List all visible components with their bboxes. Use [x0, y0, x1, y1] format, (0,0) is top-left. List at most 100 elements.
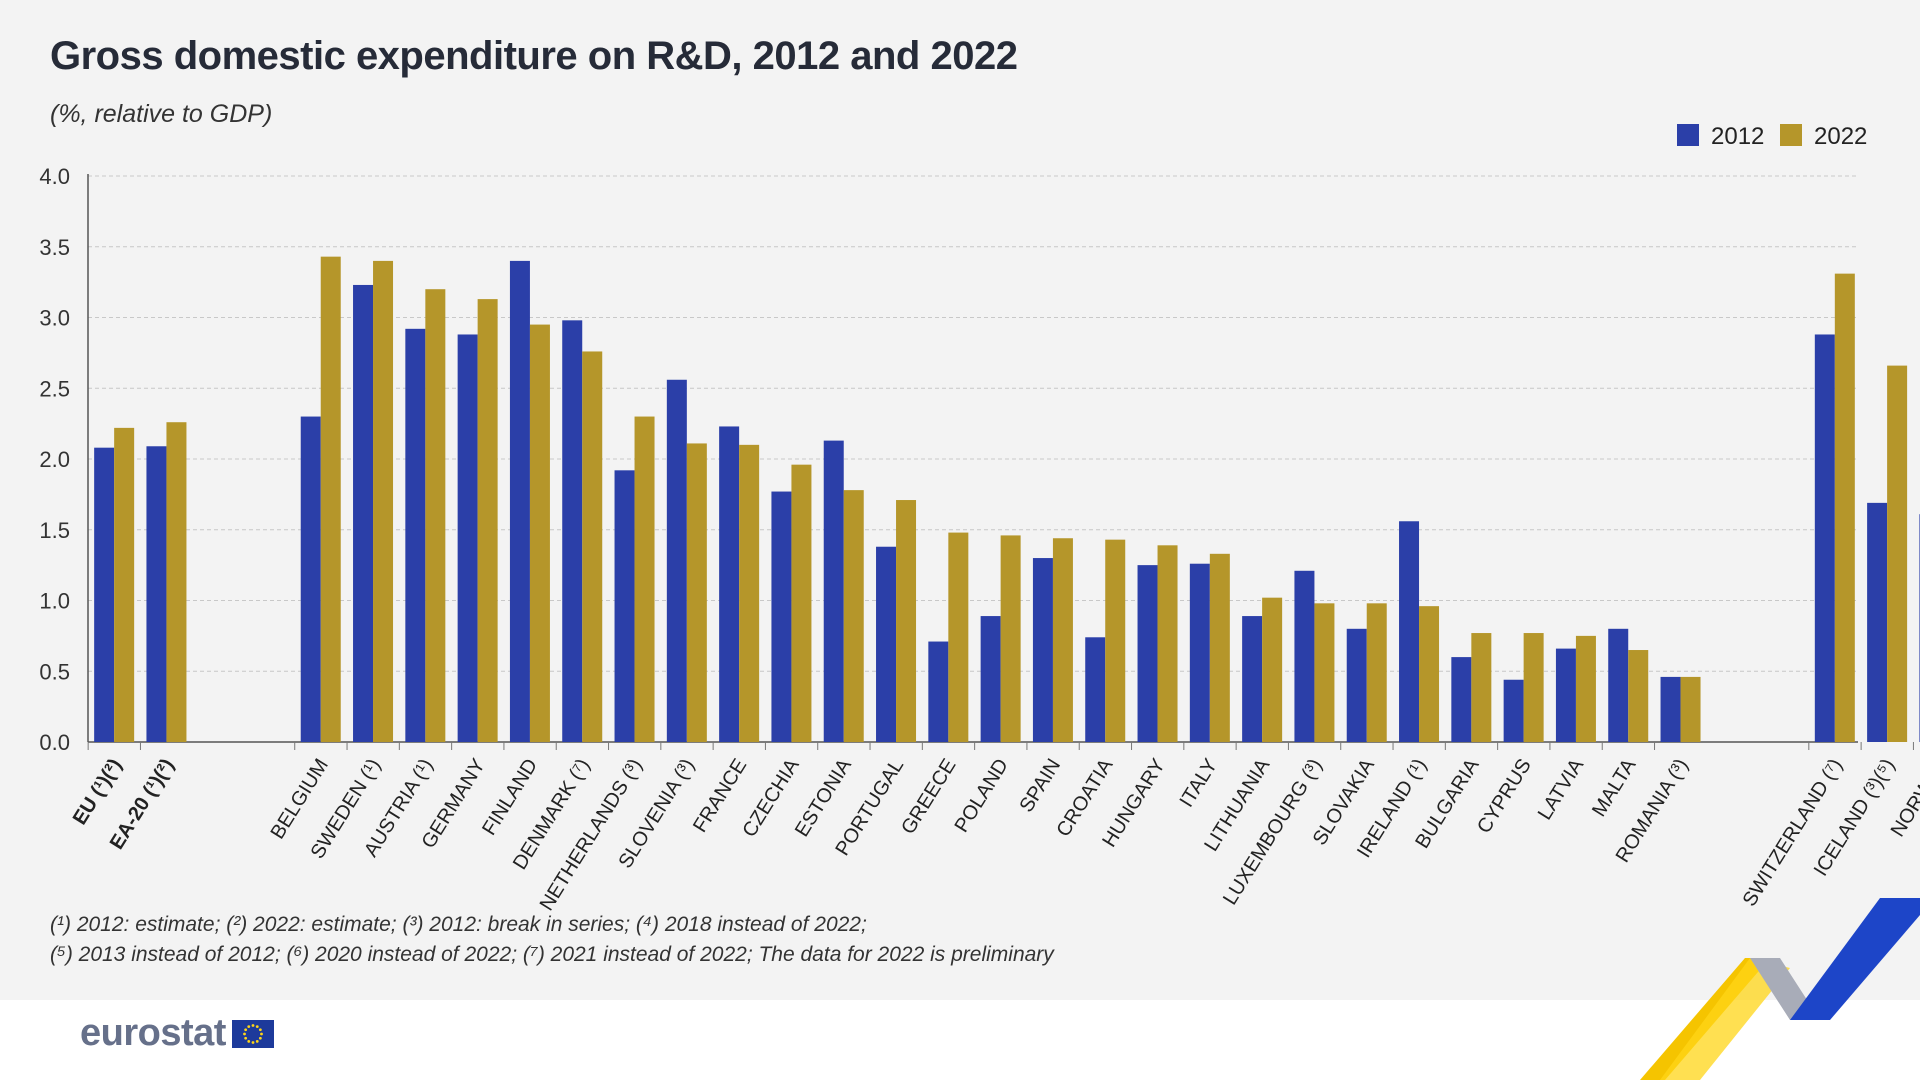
bar-2022-bulgaria — [1471, 633, 1492, 742]
flag-star — [258, 1027, 262, 1031]
bar-2012-greece — [928, 641, 949, 742]
bar-2022-portugal — [896, 500, 917, 742]
y-tick-label: 2.5 — [39, 376, 70, 401]
bar-2012-germany — [457, 334, 478, 742]
bar-2012-austria — [405, 328, 426, 742]
bar-2022-austria — [425, 289, 446, 742]
bar-2022-cyprus — [1523, 633, 1544, 742]
bar-2022-spain — [1052, 538, 1073, 742]
x-tick-label: LUXEMBOURG (³) — [1219, 755, 1327, 909]
bar-2012-czechia — [771, 491, 792, 742]
bar-2022-romania — [1680, 676, 1701, 742]
bar-2022-denmark — [582, 351, 603, 742]
bar-2012-iceland — [1867, 502, 1888, 742]
legend-label-2022: 2022 — [1814, 123, 1867, 150]
chart-subtitle: (%, relative to GDP) — [50, 100, 273, 128]
bar-chart: 0.00.51.01.52.02.53.03.54.0EU (¹)(²)EA-2… — [39, 123, 1920, 915]
bar-2012-cyprus — [1503, 679, 1524, 742]
bar-2022-slovakia — [1366, 603, 1387, 742]
x-tick-label: MALTA — [1588, 754, 1641, 820]
bar-2012-slovenia — [666, 379, 687, 742]
bar-2022-malta — [1628, 650, 1649, 742]
flag-star — [260, 1032, 263, 1035]
bar-2022-sweden — [373, 260, 394, 742]
bar-2012-switzerland — [1814, 334, 1835, 742]
bar-2022-latvia — [1575, 635, 1596, 742]
bar-2022-belgium — [320, 256, 341, 742]
bar-2022-greece — [948, 532, 969, 742]
y-tick-label: 0.0 — [39, 730, 70, 755]
eurostat-logo: eurostat — [80, 1012, 274, 1055]
bar-2012-romania — [1660, 676, 1681, 742]
flag-star — [251, 1040, 255, 1044]
flag-star — [251, 1023, 255, 1027]
bar-2012-malta — [1608, 628, 1629, 742]
flag-star — [244, 1027, 247, 1031]
x-tick-label: EU (¹)(²) — [69, 755, 127, 829]
bar-2022-iceland — [1887, 365, 1908, 742]
x-tick-label: SPAIN — [1015, 755, 1065, 816]
bar-2022-ireland — [1419, 606, 1440, 742]
bar-2022-estonia — [843, 490, 864, 742]
bar-2022-finland — [529, 324, 550, 742]
bar-2012-belgium — [300, 416, 321, 742]
bar-2012-estonia — [823, 440, 844, 742]
bar-2012-netherlands — [614, 470, 635, 742]
bar-2012-ireland — [1399, 521, 1420, 742]
bar-2012-sweden — [353, 284, 374, 742]
bar-2012-portugal — [876, 546, 897, 742]
legend-swatch-2022 — [1780, 124, 1802, 146]
bar-2012-eu — [94, 447, 115, 742]
bar-2012-spain — [1032, 558, 1053, 742]
bar-2022-germany — [477, 299, 498, 742]
flag-star — [247, 1024, 251, 1028]
bar-2022-croatia — [1105, 539, 1126, 742]
y-tick-label: 4.0 — [39, 164, 70, 189]
bar-2022-lithuania — [1262, 597, 1283, 742]
bar-2022-italy — [1209, 553, 1230, 742]
bar-2012-poland — [980, 616, 1001, 742]
bar-2022-poland — [1000, 535, 1021, 742]
bar-2022-eu — [114, 427, 135, 742]
y-tick-label: 2.0 — [39, 447, 70, 472]
bar-2012-croatia — [1085, 637, 1106, 742]
y-tick-label: 1.0 — [39, 589, 70, 614]
legend-label-2012: 2012 — [1711, 123, 1764, 150]
bar-2012-hungary — [1137, 565, 1158, 742]
bar-2012-bulgaria — [1451, 657, 1472, 742]
bar-2022-luxembourg — [1314, 603, 1335, 742]
bar-2012-latvia — [1555, 648, 1576, 742]
x-tick-label: SWITZERLAND (⁷) — [1739, 755, 1847, 910]
legend-swatch-2012 — [1677, 124, 1699, 146]
footnotes: (¹) 2012: estimate; (²) 2022: estimate; … — [50, 910, 1054, 970]
x-tick-label: LATVIA — [1534, 754, 1589, 823]
bar-2012-france — [719, 426, 740, 742]
flag-star — [255, 1039, 259, 1043]
chart-title: Gross domestic expenditure on R&D, 2012 … — [50, 34, 1018, 78]
flag-star — [247, 1039, 251, 1043]
bar-2012-lithuania — [1242, 616, 1263, 742]
bar-2012-denmark — [562, 320, 583, 742]
y-tick-label: 1.5 — [39, 518, 70, 543]
bar-2012-italy — [1189, 563, 1210, 742]
footnote-line-2: (⁵) 2013 instead of 2012; (⁶) 2020 inste… — [50, 943, 1054, 966]
bar-2012-finland — [509, 260, 530, 742]
flag-star — [243, 1032, 246, 1035]
y-tick-label: 0.5 — [39, 659, 70, 684]
eu-flag-icon — [231, 1019, 274, 1048]
bar-2022-france — [739, 444, 760, 742]
flag-star — [244, 1036, 247, 1040]
flag-star — [255, 1024, 259, 1028]
bar-2022-switzerland — [1834, 273, 1855, 742]
bar-2012-luxembourg — [1294, 570, 1315, 742]
footnote-line-1: (¹) 2012: estimate; (²) 2022: estimate; … — [50, 913, 867, 936]
bar-2022-ea-20 — [166, 422, 187, 742]
flag-star — [258, 1036, 262, 1040]
bar-2022-hungary — [1157, 545, 1178, 742]
y-tick-label: 3.0 — [39, 306, 70, 331]
bar-2022-slovenia — [686, 443, 707, 742]
bar-2012-ea-20 — [146, 446, 167, 742]
y-tick-label: 3.5 — [39, 235, 70, 260]
bar-2022-netherlands — [634, 416, 655, 742]
bar-2022-czechia — [791, 464, 812, 742]
